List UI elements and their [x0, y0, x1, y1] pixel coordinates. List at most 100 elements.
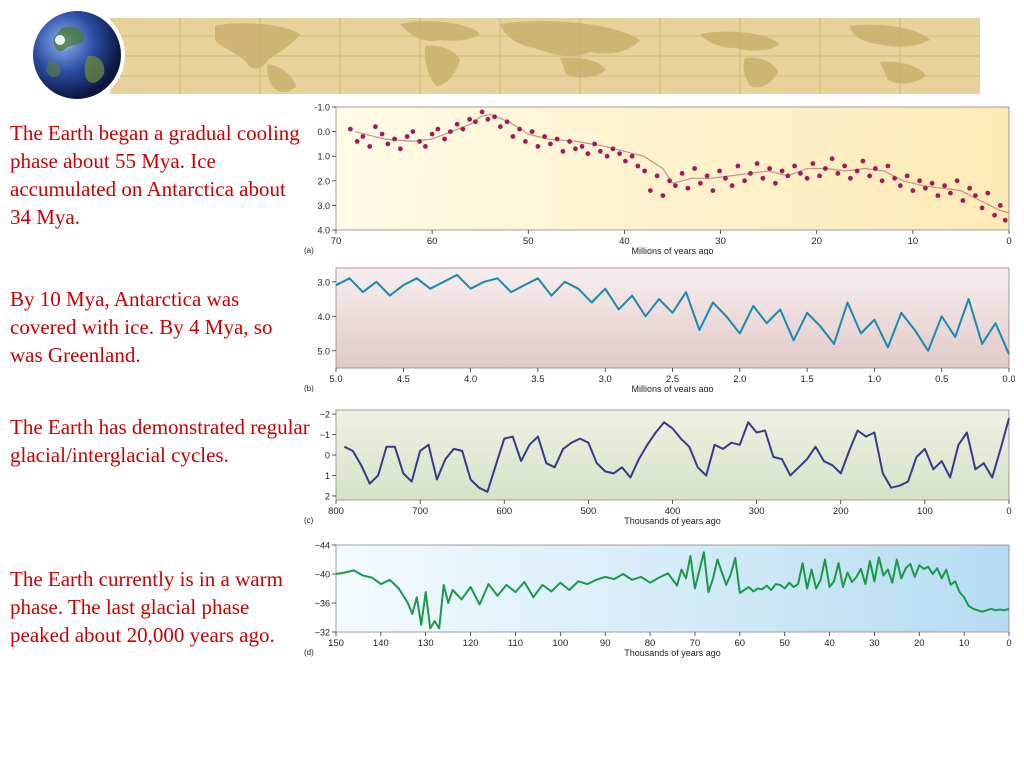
data-point	[835, 171, 841, 176]
y-tick-label: 3.0	[317, 277, 330, 287]
y-tick-label: 1	[325, 471, 330, 481]
x-tick-label: 90	[600, 638, 611, 649]
x-tick-label: 10	[959, 638, 970, 649]
x-tick-label: 4.0	[464, 374, 477, 385]
paragraph-glacial-cycles: The Earth has demonstrated regular glaci…	[10, 415, 310, 467]
plot-area	[335, 544, 1010, 633]
data-point	[429, 131, 435, 137]
data-point	[548, 141, 553, 147]
data-point	[604, 153, 610, 159]
data-point	[823, 166, 828, 171]
data-point	[404, 134, 410, 139]
x-tick-label: 1.5	[800, 374, 813, 385]
x-tick-label: 600	[496, 506, 512, 517]
y-tick-label: 2.0	[317, 176, 330, 186]
earth-globe-icon	[29, 7, 125, 100]
data-point	[385, 141, 391, 147]
data-point	[879, 178, 885, 184]
x-tick-label: 3.5	[531, 374, 544, 385]
paragraph-cooling-phase: The Earth began a gradual cooling phase …	[10, 121, 300, 229]
data-point	[929, 180, 935, 186]
series-line	[343, 417, 1010, 493]
data-point	[498, 124, 503, 130]
panel-label: (b)	[304, 384, 314, 392]
x-axis-label: Thousands of years ago	[624, 516, 721, 526]
x-tick-label: 2.5	[666, 374, 679, 385]
x-tick-label: 0	[1006, 638, 1011, 649]
paragraph-warm-phase: The Earth currently is in a warm phase. …	[10, 567, 283, 647]
data-point	[417, 139, 422, 144]
plot-area	[335, 106, 1010, 231]
x-axis-label: Thousands of years ago	[624, 648, 721, 658]
data-point	[710, 188, 716, 193]
data-point	[767, 166, 772, 171]
x-tick-label: 50	[779, 638, 790, 649]
world-map-banner	[29, 7, 980, 100]
x-tick-label: 0.0	[1002, 374, 1015, 385]
data-point	[935, 193, 941, 198]
data-point	[648, 188, 653, 193]
data-point	[354, 139, 360, 144]
data-point	[973, 193, 978, 198]
x-tick-label: 120	[463, 638, 479, 649]
y-tick-label: 3.0	[317, 201, 330, 211]
data-point	[885, 163, 891, 169]
x-axis-label: Millions of years ago	[631, 246, 713, 255]
data-point	[529, 129, 535, 134]
data-point	[704, 173, 710, 179]
data-point	[635, 163, 641, 169]
data-point	[567, 139, 572, 144]
data-point	[985, 190, 991, 196]
data-point	[454, 121, 460, 127]
data-point	[410, 129, 416, 134]
data-point	[560, 148, 566, 154]
y-tick-label: −40	[315, 570, 330, 580]
x-tick-label: 0	[1006, 236, 1011, 247]
y-tick-label: -1.0	[314, 103, 330, 113]
data-point	[898, 183, 903, 189]
x-tick-label: 300	[749, 506, 765, 517]
x-tick-label: 60	[427, 236, 438, 247]
y-tick-label: −2	[320, 410, 330, 420]
data-point	[660, 193, 666, 198]
data-point	[810, 161, 816, 166]
y-tick-label: −44	[315, 541, 330, 551]
data-point	[473, 119, 478, 125]
x-tick-label: 2.0	[733, 374, 746, 385]
data-point	[392, 136, 397, 142]
data-point	[423, 144, 428, 149]
y-tick-label: 4.0	[317, 312, 330, 322]
x-tick-label: 110	[508, 638, 523, 649]
x-tick-label: 70	[690, 638, 701, 649]
data-point	[460, 126, 466, 132]
data-point	[610, 146, 616, 152]
panel-label: (a)	[304, 246, 314, 255]
data-point	[735, 163, 741, 169]
data-point	[948, 190, 953, 196]
x-tick-label: 10	[908, 236, 919, 247]
data-point	[485, 116, 491, 122]
data-point	[954, 178, 960, 184]
data-point	[979, 205, 985, 211]
data-point	[829, 156, 835, 162]
data-point	[848, 175, 853, 181]
data-point	[1002, 217, 1008, 223]
y-tick-label: 0.0	[317, 127, 330, 137]
data-point	[717, 168, 722, 174]
data-point	[792, 163, 797, 169]
data-point	[742, 178, 747, 184]
y-tick-label: 1.0	[317, 152, 330, 162]
chart-b-pliocene-line: 3.0 4.0 5.0 5.0 4.5 4.0 3.5 3.0 2.5 2.0 1.5 1.0 0.5 0…	[304, 267, 1015, 392]
x-tick-label: 700	[412, 506, 428, 517]
data-point	[448, 129, 453, 134]
data-point	[360, 134, 366, 139]
data-point	[892, 175, 897, 181]
data-point	[779, 168, 785, 174]
data-point	[573, 146, 578, 152]
data-point	[729, 183, 735, 189]
y-tick-label: 0	[325, 451, 330, 461]
data-point	[679, 171, 685, 176]
panel-label: (d)	[304, 648, 314, 657]
data-point	[442, 136, 447, 142]
data-point	[348, 126, 353, 132]
